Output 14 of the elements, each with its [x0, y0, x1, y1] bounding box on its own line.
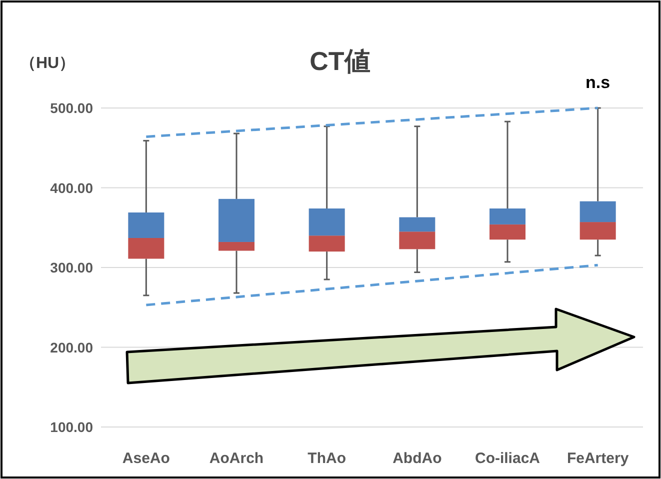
- chart-title: CT値: [310, 46, 370, 76]
- x-tick-label: FeArtery: [566, 450, 630, 467]
- y-tick-label: 100.00: [50, 419, 94, 435]
- y-tick-label: 200.00: [50, 339, 94, 356]
- x-tick-label: AoArch: [209, 450, 264, 467]
- y-tick-label: 300.00: [50, 260, 94, 276]
- x-tick-label: Co-iliacA: [474, 450, 540, 467]
- text: n.s: [586, 73, 610, 92]
- x-tick-label: AseAo: [122, 450, 170, 467]
- x-tick-label: AbdAo: [392, 450, 442, 467]
- y-tick-label: 400.00: [50, 180, 94, 196]
- y-axis-title: （HU）: [20, 55, 76, 72]
- x-tick-label: ThAo: [308, 450, 346, 467]
- y-tick-label: 500.00: [50, 100, 94, 116]
